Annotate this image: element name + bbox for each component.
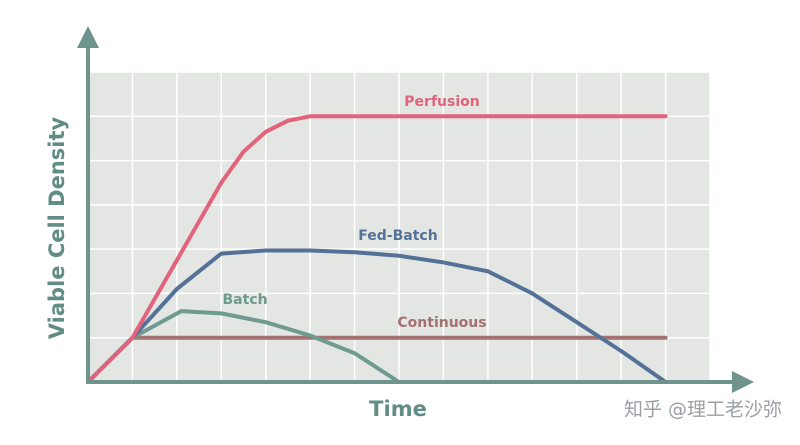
series-label: Fed-Batch — [358, 228, 437, 244]
line — [86, 309, 401, 384]
y-axis-arrow — [77, 26, 99, 48]
y-axis-label: Viable Cell Density — [45, 116, 69, 339]
x-axis-label: Time — [369, 397, 427, 421]
x-axis-arrow — [732, 371, 754, 393]
series-label: Batch — [222, 292, 267, 308]
watermark: 知乎 @理工老沙弥 — [624, 399, 782, 421]
line — [86, 114, 668, 384]
series-label: Continuous — [397, 315, 486, 331]
line — [86, 248, 668, 384]
series-label: Perfusion — [404, 94, 479, 110]
